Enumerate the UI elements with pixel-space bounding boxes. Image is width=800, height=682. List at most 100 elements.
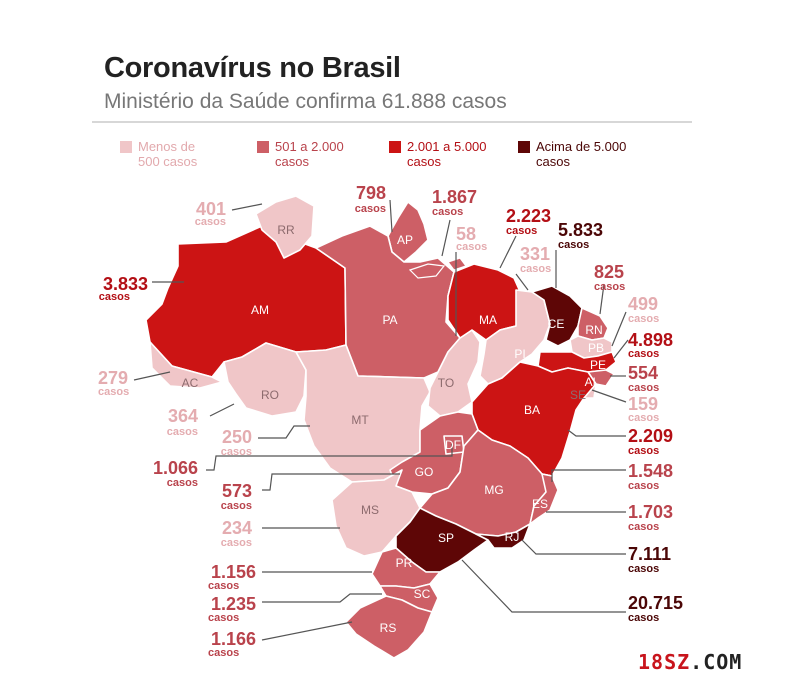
state-abbreviations: RR AP PA MA CE TO PI RN AM PB PE AL SE A… <box>182 223 606 635</box>
cases-value-ba: 2.209 <box>628 426 673 446</box>
abbr-pr: PR <box>396 556 413 570</box>
legend-swatch-low <box>120 141 132 153</box>
marajo-island <box>408 263 446 279</box>
legend-label-mid-1: 501 a 2.000 <box>275 139 344 154</box>
abbr-go: GO <box>415 465 434 479</box>
state-shape-sp[interactable] <box>395 507 489 573</box>
legend-swatch-mid <box>257 141 269 153</box>
cases-unit-es: casos <box>628 521 659 533</box>
cases-unit-am: casos <box>99 291 130 303</box>
abbr-rs: RS <box>380 621 397 635</box>
leader-rn <box>599 283 605 315</box>
cases-value-rs: 1.166 <box>211 629 256 649</box>
abbr-sc: SC <box>414 587 431 601</box>
legend-swatch-high <box>389 141 401 153</box>
case-labels: 401 casos 798 casos 1.867 casos 2.223 ca… <box>98 183 683 659</box>
state-shape-rj[interactable] <box>475 523 531 549</box>
cases-unit-sp: casos <box>628 612 659 624</box>
cases-value-ms: 234 <box>222 518 252 538</box>
leader-rj <box>521 539 626 555</box>
cases-value-al: 554 <box>628 363 658 383</box>
cases-value-se: 159 <box>628 394 658 414</box>
abbr-es: ES <box>532 497 548 511</box>
cases-value-sc: 1.235 <box>211 594 256 614</box>
legend-label-mid-2: casos <box>275 154 309 169</box>
leader-rr <box>231 203 263 211</box>
cases-unit-ac: casos <box>98 386 129 398</box>
cases-value-pa: 1.867 <box>432 187 477 207</box>
site-watermark: 18SZ.COM <box>638 650 742 674</box>
cases-value-ce: 5.833 <box>558 220 603 240</box>
leader-sp <box>461 559 626 613</box>
leader-rs <box>261 621 353 641</box>
cases-unit-rj: casos <box>628 563 659 575</box>
cases-unit-ro: casos <box>167 426 198 438</box>
legend-label-high-2: casos <box>407 154 441 169</box>
leader-sc <box>262 593 382 603</box>
state-shape-rr[interactable] <box>255 195 315 259</box>
cases-value-mg: 1.548 <box>628 461 673 481</box>
state-shape-ac[interactable] <box>149 341 223 389</box>
cases-value-ma: 2.223 <box>506 206 551 226</box>
abbr-to: TO <box>438 376 454 390</box>
abbr-al: AL <box>585 375 600 389</box>
title-divider <box>92 121 692 123</box>
legend-label-top-1: Acima de 5.000 <box>536 139 627 154</box>
leader-ma <box>499 235 517 269</box>
cases-value-pe: 4.898 <box>628 330 673 350</box>
leader-pi <box>515 273 529 291</box>
state-shape-ro[interactable] <box>223 342 307 417</box>
map-title: Coronavírus no Brasil <box>104 52 401 84</box>
cases-unit-ba: casos <box>628 445 659 457</box>
abbr-ms: MS <box>361 503 379 517</box>
cases-value-rj: 7.111 <box>628 544 671 564</box>
amazon-delta-islands <box>408 257 467 279</box>
cases-unit-al: casos <box>628 382 659 394</box>
cases-unit-ms: casos <box>221 537 252 549</box>
state-shape-rs[interactable] <box>345 595 433 659</box>
abbr-pb: PB <box>588 341 604 355</box>
cases-value-ac: 279 <box>98 368 128 388</box>
cases-value-rr: 401 <box>196 199 226 219</box>
leader-ap <box>389 199 393 233</box>
abbr-df: DF <box>445 438 461 452</box>
cases-value-go: 573 <box>222 481 252 501</box>
cases-unit-pi: casos <box>520 263 551 275</box>
cases-unit-go: casos <box>221 500 252 512</box>
leader-ro <box>209 403 235 417</box>
leader-mg <box>551 469 626 482</box>
cases-value-to: 58 <box>456 224 476 244</box>
cases-unit-se: casos <box>628 412 659 424</box>
leader-se <box>591 389 627 403</box>
watermark-part-1: 18SZ <box>638 650 691 674</box>
map-subtitle: Ministério da Saúde confirma 61.888 caso… <box>104 90 507 113</box>
leader-go <box>262 473 400 491</box>
abbr-ap: AP <box>397 233 413 247</box>
state-shape-es[interactable] <box>529 473 559 525</box>
abbr-rr: RR <box>277 223 295 237</box>
cases-value-ap: 798 <box>356 183 386 203</box>
abbr-mt: MT <box>351 413 369 427</box>
abbr-ba: BA <box>524 403 540 417</box>
abbr-sp: SP <box>438 531 454 545</box>
cases-unit-sc: casos <box>208 612 239 624</box>
cases-value-pi: 331 <box>520 244 550 264</box>
leader-pa <box>441 219 451 257</box>
leader-ba <box>567 429 626 437</box>
leader-df <box>206 444 453 471</box>
leader-pb <box>611 311 627 347</box>
abbr-ce: CE <box>548 317 565 331</box>
cases-unit-ce: casos <box>558 239 589 251</box>
cases-value-es: 1.703 <box>628 502 673 522</box>
abbr-ac: AC <box>182 376 199 390</box>
cases-unit-pe: casos <box>628 348 659 360</box>
abbr-rn: RN <box>585 323 602 337</box>
cases-value-pr: 1.156 <box>211 562 256 582</box>
cases-unit-rn: casos <box>594 281 625 293</box>
abbr-pa: PA <box>382 313 397 327</box>
cases-unit-mt: casos <box>221 446 252 458</box>
abbr-ro: RO <box>261 388 279 402</box>
abbr-ma: MA <box>479 313 497 327</box>
abbr-rj: RJ <box>505 530 520 544</box>
